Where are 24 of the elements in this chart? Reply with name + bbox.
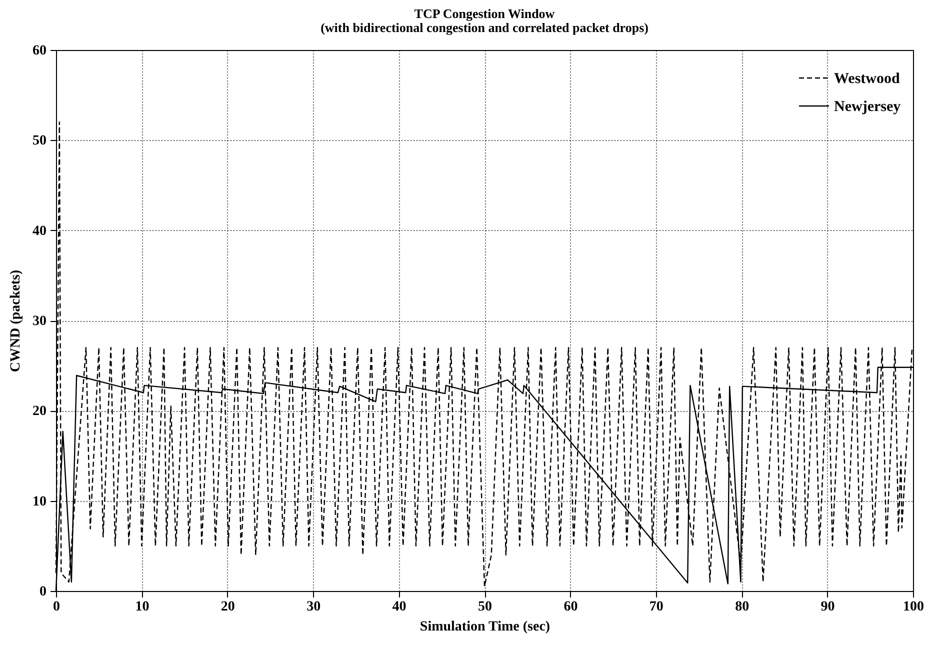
legend-label: Westwood [834, 71, 900, 87]
y-tick-label: 60 [32, 44, 46, 58]
y-tick-label: 40 [32, 224, 46, 239]
y-tick-label: 10 [32, 494, 46, 510]
chart-subtitle: (with bidirectional congestion and correlated packet drops) [320, 20, 648, 35]
x-tick-label: 0 [53, 600, 60, 614]
legend-label: Newjersey [834, 99, 902, 115]
y-axis-title: CWND (packets) [8, 270, 24, 372]
x-axis-title: Simulation Time (sec) [420, 620, 550, 634]
x-tick-label: 10 [135, 600, 150, 614]
x-tick-label: 60 [564, 600, 578, 614]
x-tick-label: 50 [478, 600, 492, 614]
x-tick-label: 90 [820, 600, 835, 614]
x-tick-label: 70 [649, 600, 664, 614]
y-tick-label: 30 [32, 314, 46, 329]
x-tick-label: 40 [392, 600, 406, 614]
chart-title: TCP Congestion Window [414, 6, 556, 21]
y-tick-label: 0 [40, 584, 46, 600]
x-tick-label: 20 [220, 600, 235, 614]
y-tick-label: 50 [32, 134, 46, 149]
x-tick-label: 80 [735, 600, 750, 614]
y-tick-label: 20 [32, 404, 46, 420]
x-tick-label: 100 [903, 600, 924, 614]
x-tick-label: 30 [306, 600, 321, 614]
